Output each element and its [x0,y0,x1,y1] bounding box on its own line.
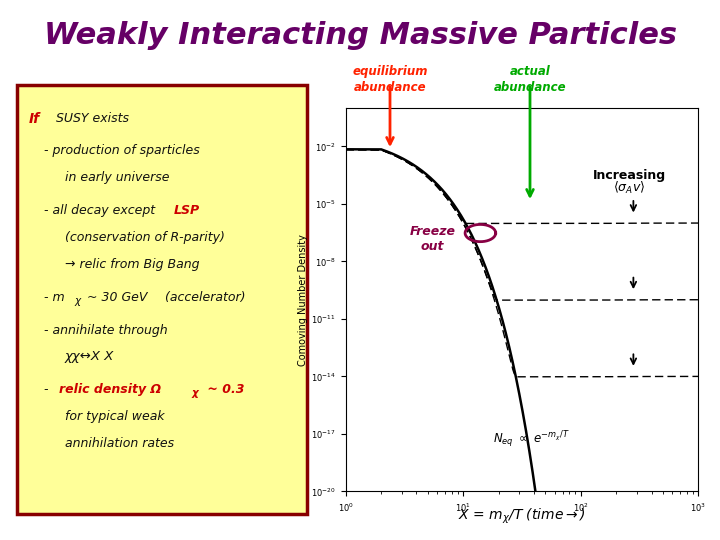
Text: - annihilate through: - annihilate through [44,323,168,336]
Text: → relic from Big Bang: → relic from Big Bang [65,258,199,271]
Text: relic density Ω: relic density Ω [59,383,161,396]
Text: ~ 30 GeV: ~ 30 GeV [86,291,147,303]
Text: (accelerator): (accelerator) [161,291,245,303]
Text: Increasing: Increasing [593,169,666,182]
Text: equilibrium
abundance: equilibrium abundance [352,65,428,94]
Text: -: - [44,383,53,396]
Text: If: If [30,112,40,126]
Text: annihilation rates: annihilation rates [65,437,174,450]
Text: χ: χ [192,388,198,397]
Text: actual
abundance: actual abundance [494,65,567,94]
Text: Weakly Interacting Massive Particles: Weakly Interacting Massive Particles [43,21,677,50]
FancyBboxPatch shape [17,85,307,514]
Text: χ: χ [75,296,81,306]
Text: - production of sparticles: - production of sparticles [44,144,199,158]
Text: $N_{eq}\ \propto\ e^{-m_\chi/T}$: $N_{eq}\ \propto\ e^{-m_\chi/T}$ [493,429,570,450]
Text: - m: - m [44,291,65,303]
Text: LSP: LSP [174,204,200,217]
Text: - all decay except: - all decay except [44,204,159,217]
Text: χχ↔X X: χχ↔X X [65,350,114,363]
Text: SUSY exists: SUSY exists [55,112,129,125]
Text: X = m$_\chi$/T (time$\rightarrow$): X = m$_\chi$/T (time$\rightarrow$) [458,507,586,526]
Text: (conservation of R-parity): (conservation of R-parity) [65,231,225,244]
Text: $\langle\sigma_A v\rangle$: $\langle\sigma_A v\rangle$ [613,180,646,195]
Text: in early universe: in early universe [65,171,169,184]
Y-axis label: Comoving Number Density: Comoving Number Density [298,234,308,366]
Text: Freeze
out: Freeze out [410,225,456,253]
Text: for typical weak: for typical weak [65,410,164,423]
Text: ~ 0.3: ~ 0.3 [203,383,245,396]
